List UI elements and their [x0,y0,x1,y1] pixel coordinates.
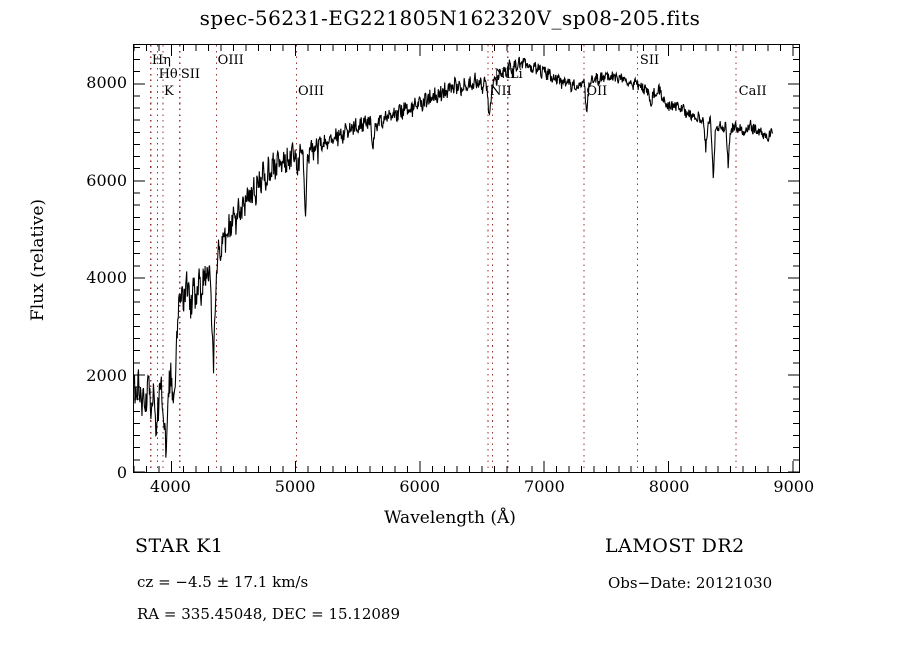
radial-velocity-label: cz = −4.5 ± 17.1 km/s [137,573,309,591]
line-id-label-sii: SII [180,67,201,82]
line-id-label-oii: OII [586,84,608,99]
line-id-label-nii: NII [490,84,512,99]
x-tick-label: 8000 [648,477,690,496]
star-type-label: STAR K1 [135,535,224,557]
x-tick-label: 9000 [773,477,815,496]
y-axis-title: Flux (relative) [28,198,48,322]
y-axis-tick-labels: 0 2000 4000 6000 8000 [55,0,127,650]
x-tick-label: 4000 [150,477,191,496]
y-tick-label: 8000 [86,73,127,92]
obs-date-label: Obs−Date: 20121030 [608,574,773,592]
x-axis-title: Wavelength (Å) [384,508,516,528]
y-tick-label: 0 [116,463,127,482]
survey-label: LAMOST DR2 [605,535,745,557]
spectrum-plot-svg [134,45,799,472]
y-tick-label: 6000 [86,170,127,190]
line-id-label-nii: NII [494,67,517,82]
line-id-label-li: Li [509,67,523,82]
line-id-label-h: Hθ [158,67,178,82]
plot-area [133,44,800,473]
y-tick-label: 2000 [86,365,127,385]
line-id-label-sii: SII [639,53,660,68]
x-tick-label: 7000 [524,477,565,496]
page-title: spec-56231-EG221805N162320V_sp08-205.fit… [199,6,701,30]
line-id-label-k: K [164,84,174,99]
line-id-label-h: Hη [151,53,171,68]
y-tick-label: 4000 [86,268,127,287]
line-id-label-caii: CaII [738,84,767,99]
x-tick-label: 5000 [274,477,316,496]
line-id-label-oiii: OIII [297,84,325,99]
coordinates-label: RA = 335.45048, DEC = 15.12089 [137,605,401,623]
x-tick-label: 6000 [399,477,441,496]
line-id-label-oiii: OIII [217,53,244,68]
